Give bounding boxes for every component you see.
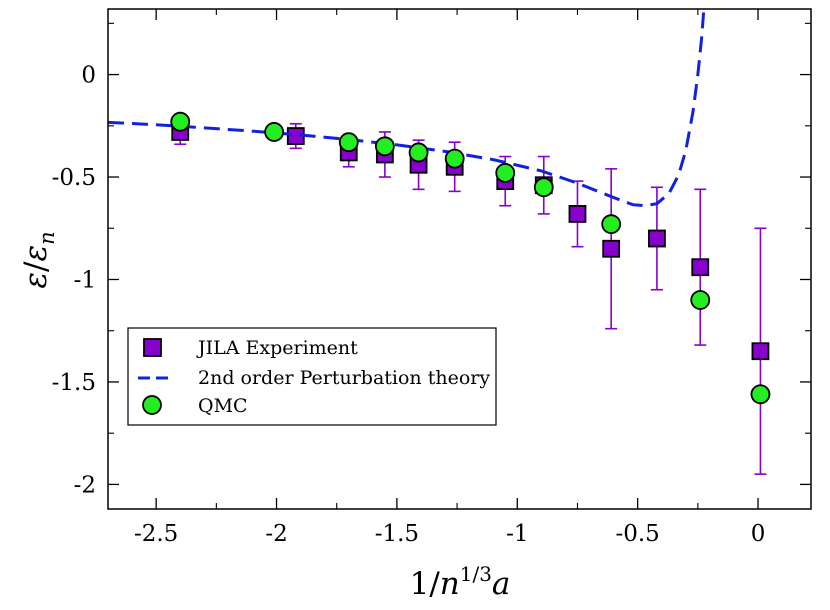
qmc-point [495,163,516,183]
jila-point [751,342,770,361]
plot-layer [108,9,771,475]
tick-label-layer: -2.5 -2 -1.5 -1 -0.5 0 0 -0.5 -1 -1.5 -2 [52,63,766,547]
qmc-point [690,290,711,310]
y-tick-label: -1.5 [52,370,96,396]
perturbation-theory-line [108,9,706,208]
tick-layer [108,9,811,509]
legend-label-experiment: JILA Experiment [196,337,358,359]
qmc-point [408,142,429,163]
qmc-point [533,177,554,198]
qmc-point [338,132,359,153]
plot-frame [107,8,812,510]
x-tick-label: -2.5 [134,521,178,547]
jila-point [602,239,621,258]
qmc-point [750,384,771,405]
y-axis-title: ε/εn [18,231,59,288]
legend-label-perturbation: 2nd order Perturbation theory [198,367,490,389]
legend-circle-marker [142,395,162,415]
y-axis-title-text: ε/εn [18,231,59,288]
jila-point [691,258,710,277]
jila-point [568,205,587,223]
legend: JILA Experiment 2nd order Perturbation t… [127,327,497,426]
qmc-point [170,111,191,132]
x-axis-title: 1/n1/3a [410,562,511,602]
legend-square-marker [143,338,162,357]
x-tick-label: -2 [265,521,287,547]
legend-box [127,327,497,426]
x-tick-label: -0.5 [615,521,659,547]
legend-label-qmc: QMC [198,395,248,417]
qmc-point [374,136,395,157]
x-tick-label: 0 [751,521,766,547]
x-tick-label: -1.5 [375,521,419,547]
x-tick-label: -1 [506,521,528,547]
qmc-point [444,148,465,169]
qmc-point [264,122,285,142]
y-tick-label: -2 [74,472,96,498]
jila-point [648,229,666,248]
y-tick-label: -1 [74,267,96,293]
qmc-point [601,214,622,235]
y-tick-label: -0.5 [52,165,96,191]
y-tick-label: 0 [81,63,96,89]
